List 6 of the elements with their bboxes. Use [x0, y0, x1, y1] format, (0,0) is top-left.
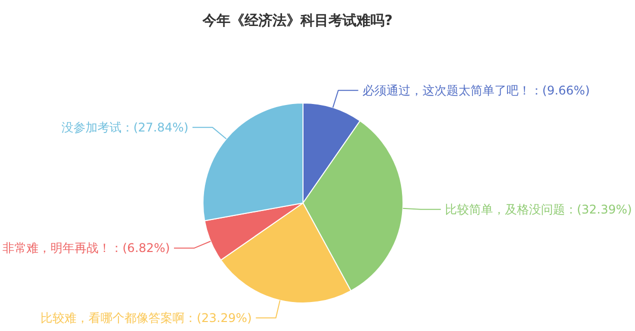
slice-label: 必须通过，这次题太简单了吧！：(9.66%): [362, 83, 590, 98]
slice-label: 非常难，明年再战！：(6.82%): [2, 241, 170, 256]
slice-label: 比较难，看哪个都像答案啊：(23.29%): [40, 310, 252, 325]
slice-label: 比较简单，及格没问题：(32.39%): [444, 202, 632, 216]
chart-title: 今年《经济法》科目考试难吗?: [201, 12, 393, 29]
slice-label: 没参加考试：(27.84%): [61, 120, 188, 134]
